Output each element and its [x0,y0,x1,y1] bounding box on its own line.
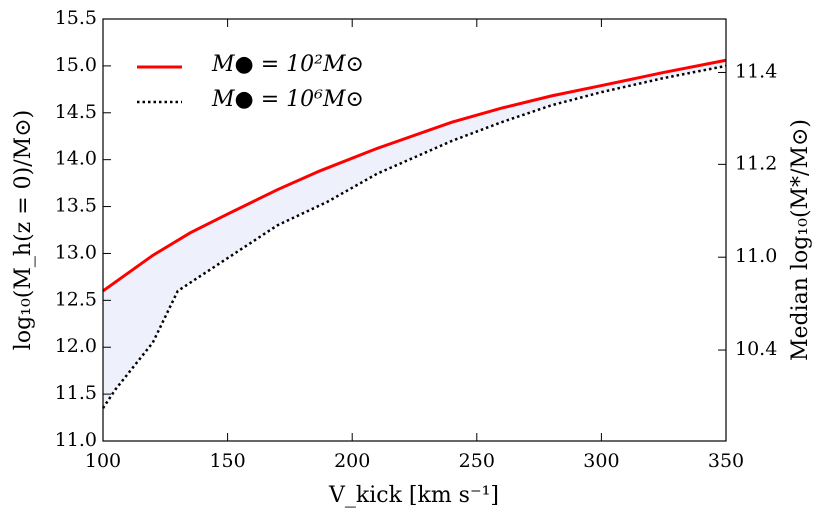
y-tick-label: 13.5 [55,195,97,217]
legend-label: M● = 10²M⊙ [211,52,364,77]
x-tick-label: 100 [85,450,121,472]
y-tick-label: 12.5 [55,288,97,310]
x-tick-label: 150 [209,450,245,472]
x-tick-label: 350 [708,450,744,472]
y2-axis-label: Median log₁₀(M*/M⊙) [788,119,813,361]
y2-tick-label: 11.0 [735,245,777,267]
series-line [102,58,727,293]
y-tick-label: 13.0 [55,241,97,263]
x-axis-label: V_kick [km s⁻¹] [328,483,499,508]
x-tick-label: 250 [459,450,495,472]
y2-tick-label: 11.4 [735,60,777,82]
y-tick-label: 15.0 [55,54,97,76]
y-tick-label: 11.0 [55,429,97,451]
plot-frame [102,18,727,442]
y2-tick-label: 11.2 [735,152,777,174]
x-tick-label: 300 [583,450,619,472]
series-line [101,64,727,409]
fill-region [103,60,726,409]
y2-tick-label: 10.4 [735,338,777,360]
y-axis-label: log₁₀(M_h(z = 0)/M⊙) [11,110,36,350]
y-tick-label: 14.0 [55,148,97,170]
y-tick-label: 12.0 [55,335,97,357]
y-tick-label: 11.5 [55,382,97,404]
x-tick-label: 200 [334,450,370,472]
y-tick-label: 15.5 [55,7,97,29]
legend-label: M● = 10⁶M⊙ [211,87,364,112]
y-tick-label: 14.5 [55,101,97,123]
